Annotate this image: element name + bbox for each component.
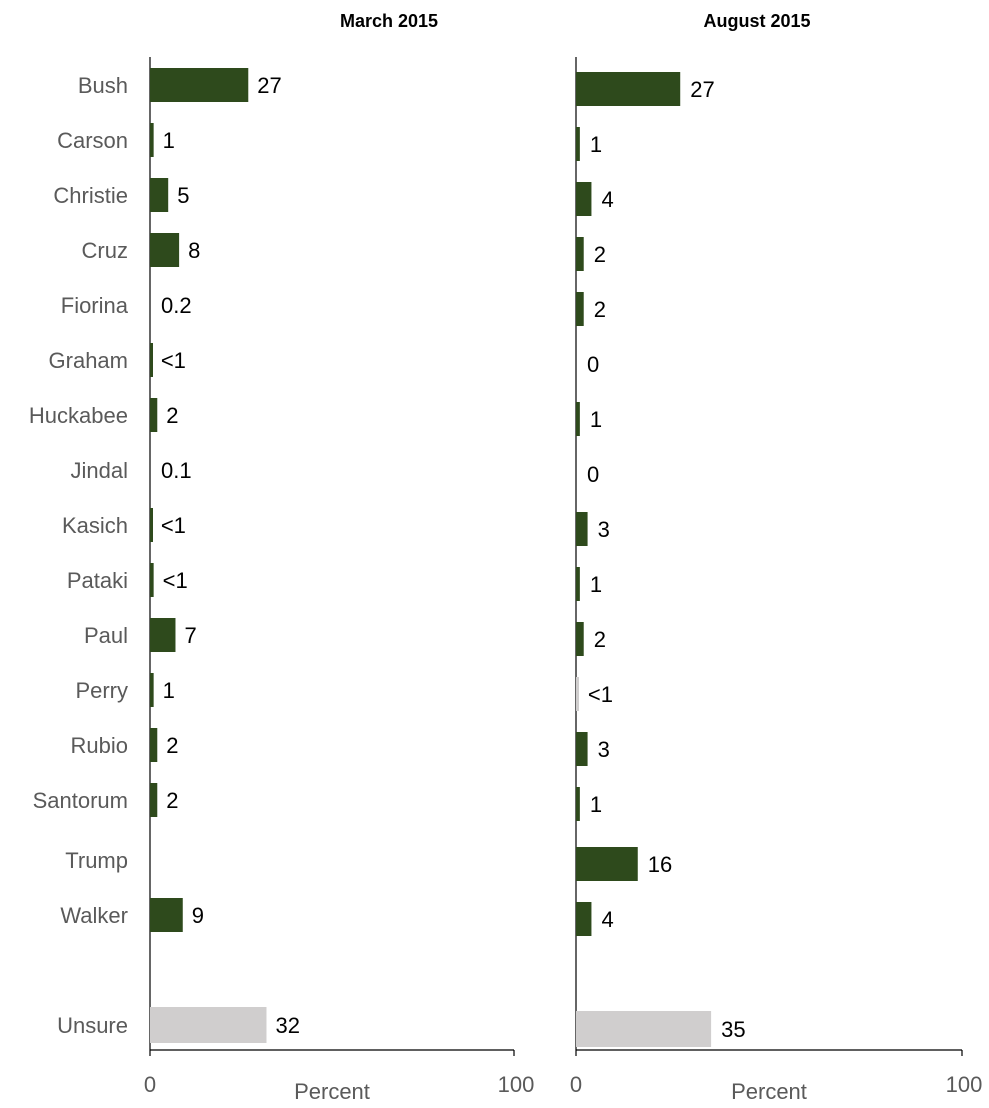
data-label: 32 <box>275 1013 299 1038</box>
category-label: Christie <box>53 183 128 208</box>
x-tick-label: 100 <box>498 1072 535 1097</box>
data-label: <1 <box>163 568 188 593</box>
category-label: Kasich <box>62 513 128 538</box>
category-label: Unsure <box>57 1013 128 1038</box>
bar <box>576 72 681 106</box>
data-label: 1 <box>590 132 602 157</box>
panel-title: August 2015 <box>703 11 810 31</box>
data-label: 1 <box>590 572 602 597</box>
data-label: 4 <box>601 907 613 932</box>
data-label: 0 <box>587 462 599 487</box>
category-label: Fiorina <box>61 293 129 318</box>
bar <box>150 343 153 377</box>
x-tick-label: 0 <box>144 1072 156 1097</box>
data-label: 2 <box>166 788 178 813</box>
bar <box>150 898 183 932</box>
data-label: <1 <box>161 348 186 373</box>
bar <box>576 292 584 326</box>
category-label: Pataki <box>67 568 128 593</box>
data-label: 16 <box>648 852 672 877</box>
data-label: 0 <box>587 352 599 377</box>
x-axis-title: Percent <box>731 1079 807 1103</box>
bar <box>576 847 638 881</box>
bar <box>576 1011 712 1047</box>
data-label: 9 <box>192 903 204 928</box>
data-label: <1 <box>161 513 186 538</box>
data-label: 4 <box>601 187 613 212</box>
bar <box>576 402 580 436</box>
data-label: 1 <box>590 792 602 817</box>
data-label: 1 <box>163 678 175 703</box>
data-label: 27 <box>257 73 281 98</box>
data-label: 0.2 <box>161 293 192 318</box>
category-label: Jindal <box>71 458 128 483</box>
bar <box>150 1007 267 1043</box>
bar <box>576 677 579 711</box>
data-label: 3 <box>598 737 610 762</box>
bar <box>150 68 249 102</box>
bar <box>150 783 158 817</box>
bar <box>576 902 592 936</box>
panel-title: March 2015 <box>340 11 438 31</box>
category-label: Rubio <box>71 733 128 758</box>
data-label: 5 <box>177 183 189 208</box>
data-label: 2 <box>166 403 178 428</box>
bar <box>576 127 580 161</box>
x-axis-title: Percent <box>294 1079 370 1103</box>
bar <box>150 178 169 212</box>
bar <box>576 237 584 271</box>
bar <box>576 182 592 216</box>
data-label: 1 <box>163 128 175 153</box>
bar <box>576 512 588 546</box>
bar <box>576 622 584 656</box>
data-label: 2 <box>594 242 606 267</box>
bar <box>150 563 154 597</box>
data-label: 7 <box>184 623 196 648</box>
category-label: Cruz <box>82 238 128 263</box>
bar <box>150 728 158 762</box>
category-label: Carson <box>57 128 128 153</box>
category-label: Trump <box>65 848 128 873</box>
bar <box>150 673 154 707</box>
data-label: 2 <box>166 733 178 758</box>
bar <box>150 398 158 432</box>
data-label: 0.1 <box>161 458 192 483</box>
category-label: Perry <box>75 678 128 703</box>
data-label: 2 <box>594 297 606 322</box>
category-label: Paul <box>84 623 128 648</box>
category-label: Huckabee <box>29 403 128 428</box>
data-label: 27 <box>690 77 714 102</box>
category-label: Graham <box>49 348 128 373</box>
bar <box>576 567 580 601</box>
bar <box>150 508 153 542</box>
bar <box>150 233 180 267</box>
bar <box>150 123 154 157</box>
category-label: Walker <box>60 903 128 928</box>
data-label: 35 <box>721 1017 745 1042</box>
x-tick-label: 100 <box>946 1072 983 1097</box>
x-tick-label: 0 <box>570 1072 582 1097</box>
bar <box>150 618 176 652</box>
bar <box>576 732 588 766</box>
data-label: <1 <box>588 682 613 707</box>
data-label: 3 <box>598 517 610 542</box>
data-label: 2 <box>594 627 606 652</box>
category-label: Santorum <box>33 788 128 813</box>
category-label: Bush <box>78 73 128 98</box>
data-label: 1 <box>590 407 602 432</box>
data-label: 8 <box>188 238 200 263</box>
bar <box>576 787 580 821</box>
